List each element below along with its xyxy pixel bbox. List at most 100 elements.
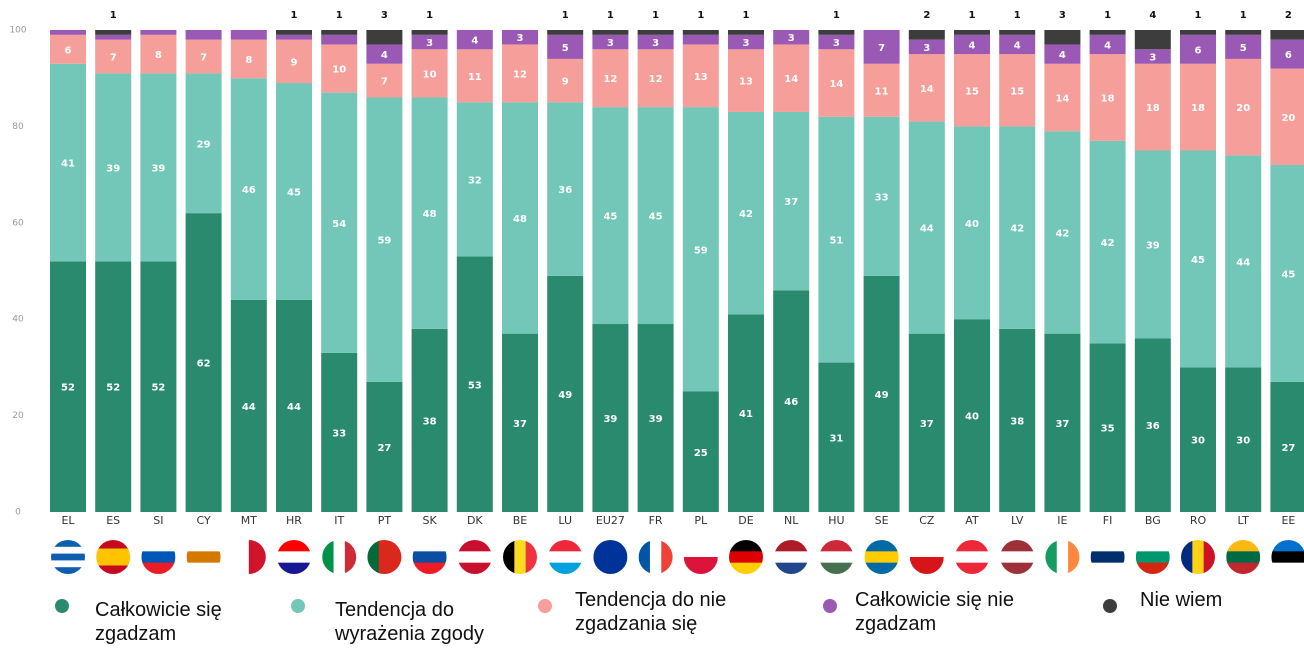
bar-segment [682, 44, 719, 108]
legend-marker [823, 599, 837, 613]
data-label: 1 [426, 10, 433, 21]
x-tick-label: EU27 [596, 514, 625, 527]
data-label: 1 [1240, 10, 1247, 21]
bar-segment [1089, 140, 1126, 344]
data-label: 6 [1285, 50, 1292, 61]
flag-stripe [1090, 540, 1125, 552]
bar-segment [954, 319, 990, 512]
flag-icon [864, 540, 899, 574]
bar-segment [366, 44, 403, 64]
data-label: 53 [468, 380, 482, 391]
bar-segment [140, 34, 177, 74]
x-tick-label: LU [558, 514, 572, 527]
flag-stripe [1226, 540, 1261, 552]
legend-marker [538, 599, 552, 613]
flag-stripe [141, 551, 176, 564]
bar-segment [908, 333, 945, 512]
flag-stripe [955, 562, 989, 574]
x-tick-label: HU [828, 514, 844, 527]
flag-stripe [96, 565, 131, 574]
flag-stripe [1000, 551, 1035, 564]
bar-segment [954, 54, 990, 127]
flag-stripe [548, 551, 583, 564]
bar-segment [637, 49, 674, 108]
data-label: 3 [923, 43, 930, 54]
flag-icon [909, 540, 944, 574]
bar-segment [999, 30, 1036, 35]
y-tick-label: 100 [9, 26, 26, 36]
flag-stripe [231, 540, 250, 574]
flag-stripe [683, 540, 718, 558]
flag-icon [729, 540, 763, 574]
bar-segment [95, 73, 132, 262]
y-tick-label: 0 [15, 508, 21, 518]
bar-segment [456, 256, 493, 512]
bar-segment [1270, 68, 1304, 165]
data-label: 42 [739, 209, 753, 220]
x-tick-label: MT [241, 514, 257, 527]
data-label: 20 [1236, 103, 1250, 114]
bar-segment [321, 44, 358, 93]
flag-icon [1090, 540, 1125, 574]
bar-segment [954, 30, 990, 35]
flag-stripe [457, 551, 492, 564]
data-label: 49 [875, 390, 889, 401]
data-label: 31 [829, 433, 843, 444]
bar-segment [908, 30, 945, 40]
data-label: 5 [562, 43, 569, 54]
flag-icon [774, 540, 809, 574]
bar-segment [140, 30, 177, 35]
data-label: 25 [694, 448, 708, 459]
data-label: 1 [1014, 10, 1021, 21]
flag-stripe [141, 540, 176, 552]
flag-stripe [1090, 551, 1125, 564]
bar-segment [637, 324, 674, 512]
bar-segment [1134, 30, 1171, 50]
flag-stripe [96, 540, 131, 549]
legend-marker [291, 599, 305, 613]
data-label: 36 [558, 185, 572, 196]
bar-segment [1225, 30, 1262, 35]
bar-segment [1225, 367, 1262, 512]
flag-icon [819, 540, 854, 574]
data-label: 3 [743, 38, 750, 49]
bar-segment [637, 30, 674, 35]
bar-segment [908, 39, 945, 55]
flag-icon [457, 540, 492, 574]
y-tick-label: 40 [12, 315, 24, 325]
data-label: 38 [423, 416, 437, 427]
data-label: 14 [920, 84, 934, 95]
bar-segment [818, 49, 855, 117]
data-label: 39 [603, 414, 617, 425]
bar-segment [411, 328, 448, 512]
flag-stripe [525, 540, 537, 574]
flag-icon [51, 540, 85, 574]
bar-segment [999, 34, 1036, 55]
x-tick-label: NL [784, 514, 799, 527]
bar-segment [682, 34, 719, 45]
bar-segment [1180, 34, 1216, 64]
data-label: 52 [151, 383, 165, 394]
bar-segment [230, 78, 267, 300]
data-label: 30 [1191, 436, 1205, 447]
bar-segment [1134, 49, 1171, 64]
flag-icon [503, 540, 537, 574]
bar-segment [50, 261, 86, 512]
data-label: 4 [1059, 50, 1066, 61]
bar-segment [140, 261, 177, 512]
flag-stripe [333, 540, 346, 574]
data-label: 1 [1104, 10, 1111, 21]
bar-segment [999, 54, 1036, 127]
flag-stripe [593, 540, 628, 574]
x-tick-label: EE [1281, 514, 1295, 527]
data-label: 15 [1010, 86, 1024, 97]
data-label: 4 [1104, 40, 1111, 51]
bar-segment [456, 30, 493, 50]
data-label: 35 [1101, 424, 1115, 435]
flag-stripe [96, 557, 131, 566]
data-label: 40 [965, 412, 979, 423]
bar-segment [276, 83, 312, 300]
flag-stripe [819, 540, 854, 552]
flag-stripe [186, 540, 221, 552]
